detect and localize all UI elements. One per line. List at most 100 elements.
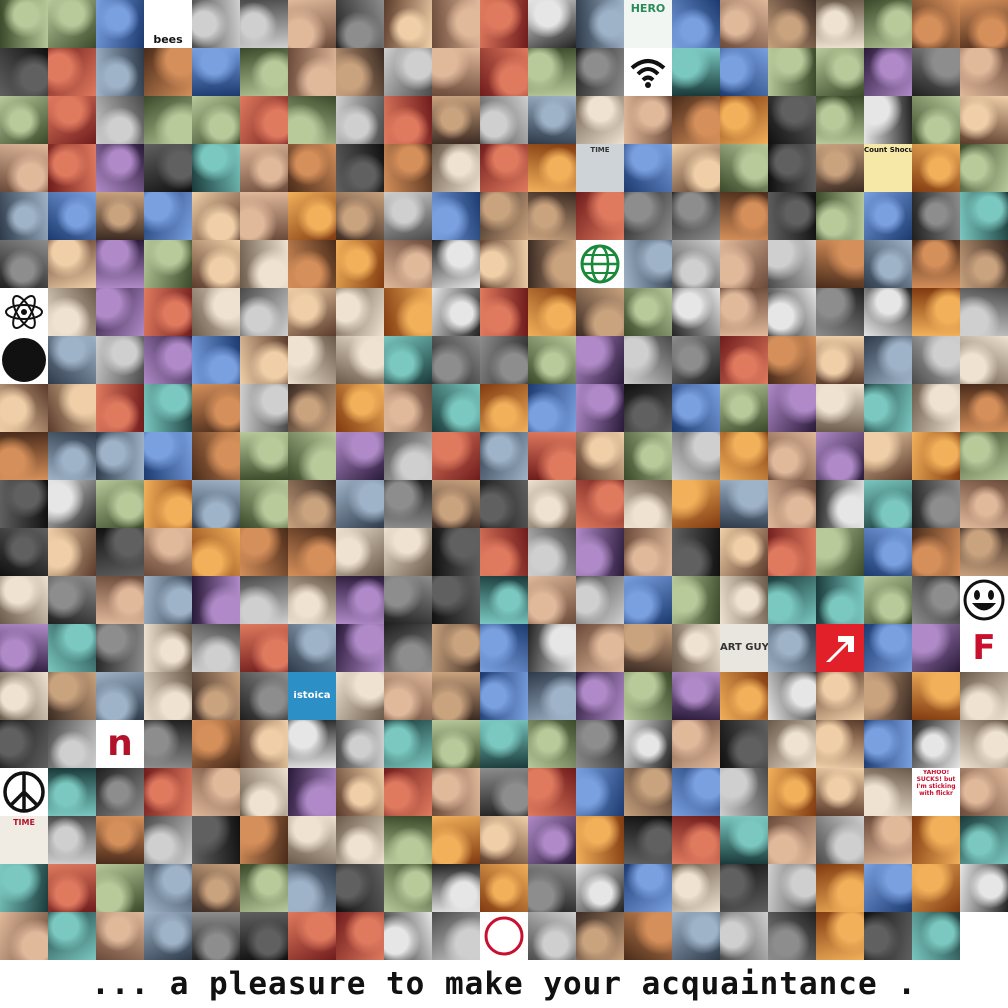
avatar-tile [624, 528, 672, 576]
avatar-tile [48, 624, 96, 672]
avatar-tile [288, 624, 336, 672]
avatar-tile [384, 912, 432, 960]
avatar-tile [96, 336, 144, 384]
avatar-tile [192, 480, 240, 528]
avatar-tile [864, 288, 912, 336]
avatar-tile [864, 480, 912, 528]
avatar-tile [480, 528, 528, 576]
avatar-tile [576, 48, 624, 96]
avatar-tile [384, 0, 432, 48]
avatar-tile [336, 144, 384, 192]
avatar-tile [192, 240, 240, 288]
avatar-tile [432, 192, 480, 240]
avatar-tile [0, 528, 48, 576]
avatar-tile [480, 48, 528, 96]
avatar-tile [912, 144, 960, 192]
avatar-tile [816, 192, 864, 240]
avatar-tile [960, 48, 1008, 96]
avatar-tile [384, 96, 432, 144]
avatar-caption: bees [153, 34, 183, 45]
avatar-tile [816, 528, 864, 576]
avatar-tile [672, 864, 720, 912]
avatar-tile [240, 384, 288, 432]
avatar-tile [720, 288, 768, 336]
avatar-tile [384, 576, 432, 624]
avatar-tile [864, 336, 912, 384]
avatar-tile [384, 672, 432, 720]
avatar-tile [624, 384, 672, 432]
avatar-tile [960, 96, 1008, 144]
avatar-tile [480, 576, 528, 624]
avatar-tile [384, 624, 432, 672]
avatar-tile [864, 96, 912, 144]
avatar-tile [144, 384, 192, 432]
avatar-tile [144, 48, 192, 96]
avatar-tile [528, 96, 576, 144]
avatar-tile [528, 624, 576, 672]
avatar-tile [768, 528, 816, 576]
avatar-tile [432, 672, 480, 720]
avatar-tile [192, 912, 240, 960]
avatar-tile [528, 432, 576, 480]
avatar-tile [288, 288, 336, 336]
avatar-tile [576, 720, 624, 768]
avatar-tile [192, 768, 240, 816]
avatar-tile [192, 0, 240, 48]
avatar-tile [480, 432, 528, 480]
avatar-caption: F [972, 631, 996, 665]
avatar-tile [48, 864, 96, 912]
avatar-tile [672, 768, 720, 816]
avatar-tile [48, 912, 96, 960]
avatar-tile [960, 432, 1008, 480]
avatar-tile [0, 624, 48, 672]
avatar-tile [432, 624, 480, 672]
avatar-tile [336, 432, 384, 480]
avatar-tile [48, 528, 96, 576]
avatar-tile [576, 912, 624, 960]
avatar-tile [480, 624, 528, 672]
avatar-tile [528, 720, 576, 768]
avatar-tile-labeled: bees [144, 0, 192, 48]
avatar-tile [912, 432, 960, 480]
wifi-icon [624, 48, 672, 96]
avatar-tile [528, 816, 576, 864]
avatar-tile [528, 288, 576, 336]
avatar-tile [240, 528, 288, 576]
avatar-tile [144, 864, 192, 912]
avatar-tile [240, 144, 288, 192]
avatar-tile [864, 912, 912, 960]
avatar-tile [0, 96, 48, 144]
avatar-tile [960, 816, 1008, 864]
avatar-tile [480, 192, 528, 240]
avatar-tile [48, 768, 96, 816]
avatar-tile [240, 240, 288, 288]
avatar-tile [864, 528, 912, 576]
avatar-tile [0, 912, 48, 960]
avatar-tile [624, 864, 672, 912]
avatar-tile [624, 576, 672, 624]
avatar-tile [0, 672, 48, 720]
avatar-tile [288, 576, 336, 624]
avatar-tile [864, 192, 912, 240]
avatar-tile [816, 0, 864, 48]
avatar-tile [48, 0, 96, 48]
avatar-tile [768, 912, 816, 960]
avatar-tile [0, 144, 48, 192]
target-rings-icon [0, 336, 48, 384]
avatar-tile [480, 384, 528, 432]
avatar-tile [960, 480, 1008, 528]
avatar-tile [960, 336, 1008, 384]
avatar-tile [48, 432, 96, 480]
avatar-tile [912, 912, 960, 960]
avatar-tile [432, 480, 480, 528]
avatar-tile [288, 0, 336, 48]
avatar-tile [816, 816, 864, 864]
avatar-tile [96, 912, 144, 960]
avatar-tile [48, 480, 96, 528]
avatar-tile [384, 384, 432, 432]
avatar-tile [816, 288, 864, 336]
avatar-tile [624, 240, 672, 288]
avatar-tile [912, 48, 960, 96]
avatar-tile [528, 480, 576, 528]
avatar-tile [336, 96, 384, 144]
